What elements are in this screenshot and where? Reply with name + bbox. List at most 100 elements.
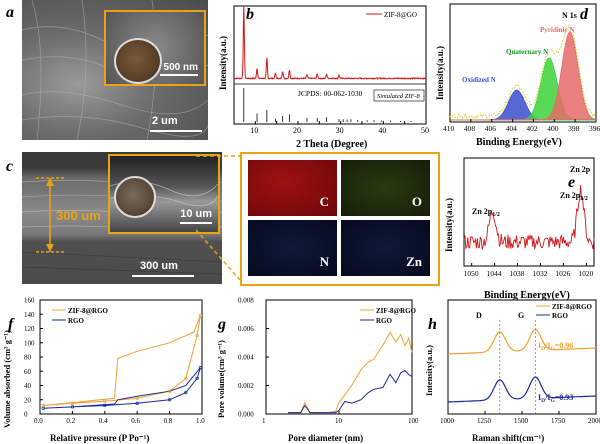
f-point-1 <box>135 401 139 405</box>
f-point-0 <box>198 314 203 318</box>
map-o: O <box>341 160 430 216</box>
f-point-1 <box>195 376 199 381</box>
h-ratio-top: ID/IG=0.96 <box>538 341 573 352</box>
f-xtick-label: 0.8 <box>164 417 173 425</box>
e-xtick-label: 1026 <box>555 269 570 278</box>
g-ytick-label: 0.006 <box>238 325 254 333</box>
f-ytick-label: 20 <box>24 396 32 404</box>
c-inset-scale-label: 10 um <box>180 208 212 220</box>
f-point-1 <box>167 398 172 402</box>
panel-d-xps-chart: 410 408 406 404 402 400 398 396 N 1s Pyridinic … <box>435 3 600 148</box>
panel-a-sem-image: 500 nm 2 um <box>22 0 208 140</box>
main-scale-label: 2 um <box>152 115 178 127</box>
g-ytick-label: 0.008 <box>238 297 254 305</box>
panel-label-g: g <box>218 316 226 333</box>
d-title: N 1s <box>562 11 577 20</box>
thickness-marker <box>36 177 66 253</box>
g-xtick-label: 1 <box>262 417 266 425</box>
g-ylabel: Pore volume(cm³ g⁻¹) <box>216 340 226 418</box>
inset-connector <box>196 155 241 281</box>
d-ylabel: Intensity(a.u.) <box>435 46 445 100</box>
g-xlabel: Pore diameter (nm) <box>288 433 363 443</box>
inset-scale-label: 500 nm <box>163 62 198 73</box>
d-pyridinic: Pyridinic N <box>540 26 574 34</box>
f-point-1 <box>103 403 107 408</box>
b-xtick-label: 40 <box>378 126 386 135</box>
f-point-0 <box>167 389 172 393</box>
e-title: Zn 2p <box>570 165 591 174</box>
d-quaternary: Quaternary N <box>506 48 548 56</box>
f-point-0 <box>103 399 107 403</box>
f-ylabel: Volume absorbed (cm³ g⁻¹) <box>2 330 12 428</box>
b-ref-text: JCPDS: 00-062-1030 <box>298 89 363 98</box>
d-xtick-label: 400 <box>547 124 559 133</box>
main-scale-bar <box>150 130 202 132</box>
map-c-label: C <box>319 194 329 209</box>
h-band-g: G <box>518 311 524 320</box>
b-xtick-label: 20 <box>293 126 301 135</box>
d-xtick-label: 398 <box>568 124 580 133</box>
map-o-label: O <box>411 194 422 209</box>
panel-label-c: c <box>6 158 14 175</box>
d-xtick-label: 404 <box>506 124 518 133</box>
f-legend-1: RGO <box>68 317 85 325</box>
c-inset-scale-bar <box>180 222 212 224</box>
f-xtick-label: 1.0 <box>196 417 205 425</box>
e-xtick-label: 1020 <box>578 269 593 278</box>
f-point-0 <box>70 401 75 405</box>
panel-g-pore-chart: 1 10 100 0.000 0.002 0.004 0.006 0.008 ZIF-8@RG… <box>216 297 418 444</box>
membrane-disc-photo-2 <box>114 176 156 218</box>
f-ytick-label: 0 <box>24 411 28 419</box>
f-ytick-label: 120 <box>24 325 35 333</box>
f-point-1 <box>41 406 45 410</box>
h-xtick-label: 1750 <box>551 417 566 425</box>
d-peak-2 <box>449 31 596 121</box>
panel-label-b: b <box>246 6 254 23</box>
h-xtick-label: 2000 <box>588 417 600 425</box>
f-ytick-label: 80 <box>24 354 32 362</box>
e-peak2: Zn 2p3/2 <box>560 191 588 202</box>
f-point-0 <box>184 376 188 381</box>
panel-a-inset: 500 nm <box>104 10 206 86</box>
panel-label-f: f <box>8 316 14 333</box>
f-point-0 <box>195 333 199 338</box>
g-legend-1: RGO <box>376 317 393 325</box>
g-xtick-label: 10 <box>335 417 343 425</box>
f-xtick-label: 0.4 <box>99 417 108 425</box>
map-n: N <box>248 220 337 276</box>
b-legend-text: ZIF-8@GO <box>384 11 417 19</box>
e-xtick-label: 1044 <box>487 269 502 278</box>
panel-f-bet-chart: 0.0 0.2 0.4 0.6 0.8 1.0020406080100120140160 … <box>2 297 205 444</box>
f-point-0 <box>135 396 139 400</box>
f-ytick-label: 60 <box>24 368 32 376</box>
d-xtick-label: 408 <box>464 124 476 133</box>
h-xtick-label: 1000 <box>440 417 455 425</box>
b-xlabel: 2 Theta (Degree) <box>296 139 367 150</box>
f-point-1 <box>184 390 188 395</box>
panel-e-xps-chart: 1050 1044 1038 1032 1026 1020 Zn 2p Zn 2p3/2 … <box>444 157 595 301</box>
eds-map-frame: C O N Zn <box>240 152 440 286</box>
f-ytick-label: 160 <box>24 297 35 305</box>
map-n-label: N <box>319 254 329 269</box>
f-xtick-label: 0.6 <box>131 417 140 425</box>
panel-label-a: a <box>6 4 14 21</box>
h-legend-0: ZIF-8@RGO <box>552 303 593 311</box>
f-xtick-label: 0.0 <box>34 417 43 425</box>
d-xtick-label: 402 <box>526 124 538 133</box>
d-xtick-label: 410 <box>443 124 455 133</box>
panel-h-raman-chart: 1000 1250 1500 1750 2000 ZIF-8@RGO RGO D G I… <box>424 299 600 443</box>
f-xlabel: Relative pressure (P Po⁻¹) <box>50 433 149 443</box>
f-ytick-label: 140 <box>24 311 35 319</box>
b-xtick-label: 10 <box>250 126 258 135</box>
c-thickness-label: 300 um <box>56 208 101 223</box>
b-xtick-label: 50 <box>421 126 429 135</box>
f-ytick-label: 40 <box>24 382 32 390</box>
f-xtick-label: 0.2 <box>66 417 75 425</box>
map-zn: Zn <box>341 220 430 276</box>
e-xtick-label: 1032 <box>532 269 547 278</box>
membrane-disc-photo <box>114 38 162 84</box>
f-legend-0: ZIF-8@RGO <box>68 307 109 315</box>
e-xlabel: Binding Energy(eV) <box>484 290 570 301</box>
h-band-d: D <box>476 311 482 320</box>
panel-label-h: h <box>428 316 437 333</box>
